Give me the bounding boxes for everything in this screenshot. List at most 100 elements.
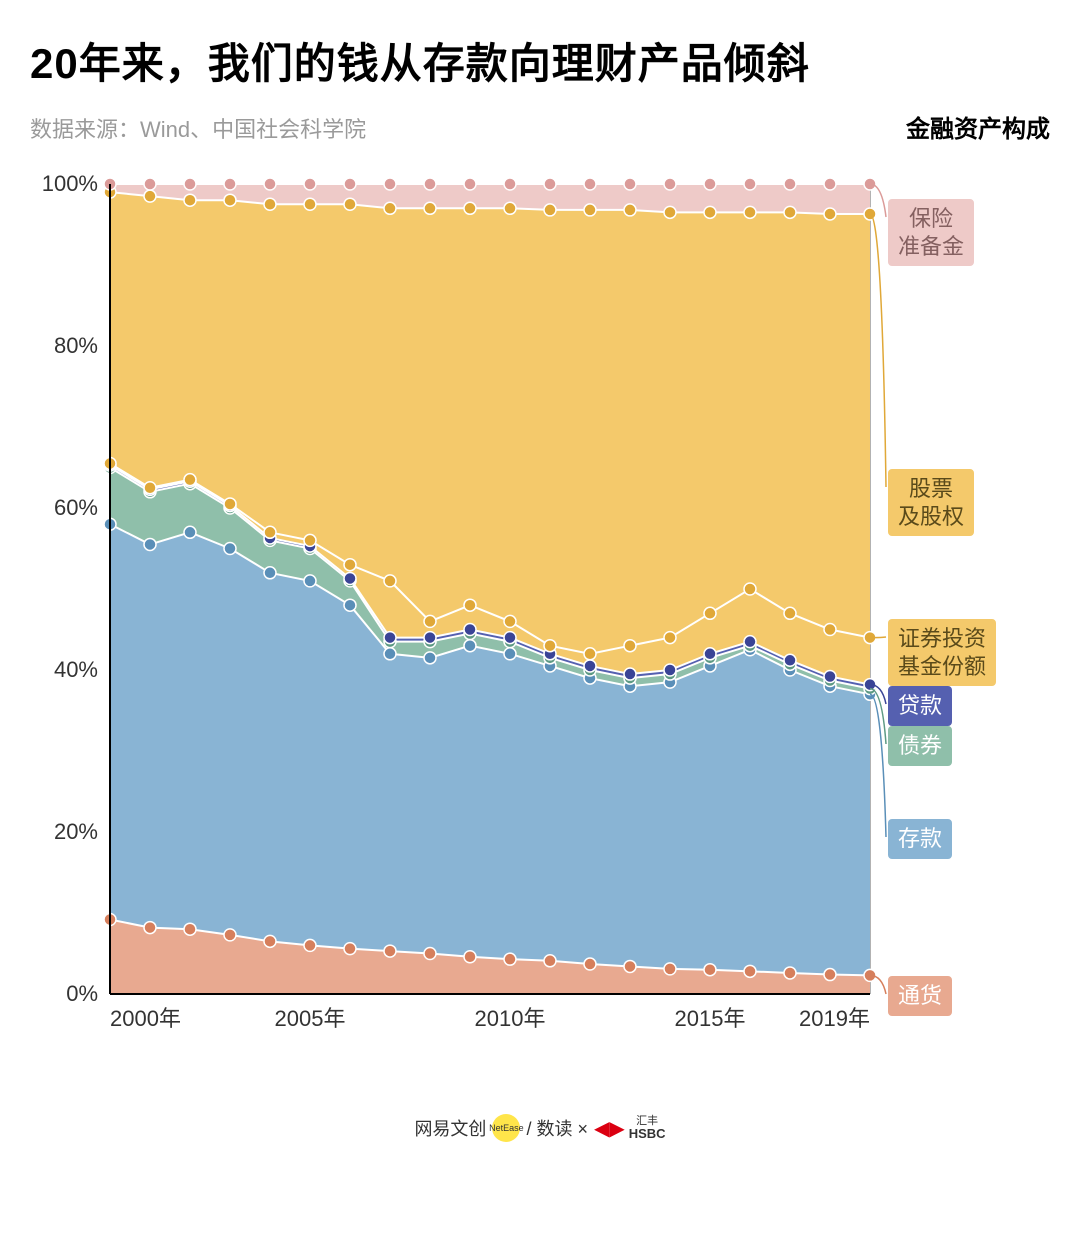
marker-loan (624, 668, 636, 680)
marker-fund (304, 534, 316, 546)
marker-insurance (784, 178, 796, 190)
marker-deposit (264, 567, 276, 579)
marker-equity (304, 198, 316, 210)
marker-currency (264, 935, 276, 947)
marker-insurance (504, 178, 516, 190)
legend-deposit: 存款 (888, 819, 952, 859)
legend-connector (870, 694, 886, 837)
x-tick-label: 2010年 (475, 1006, 546, 1031)
marker-deposit (504, 648, 516, 660)
marker-currency (184, 923, 196, 935)
marker-equity (544, 204, 556, 216)
marker-equity (504, 202, 516, 214)
chart-area: 0%20%40%60%80%100%2000年2005年2010年2015年20… (30, 164, 1050, 1089)
marker-insurance (344, 178, 356, 190)
marker-insurance (184, 178, 196, 190)
marker-insurance (224, 178, 236, 190)
marker-fund (784, 607, 796, 619)
marker-equity (424, 202, 436, 214)
hsbc-icon: ◀▶ (594, 1116, 625, 1141)
y-tick-label: 80% (54, 333, 98, 358)
marker-fund (184, 474, 196, 486)
marker-fund (224, 498, 236, 510)
marker-equity (184, 194, 196, 206)
marker-equity (144, 190, 156, 202)
marker-currency (464, 951, 476, 963)
legend-connector (870, 637, 886, 638)
marker-loan (344, 572, 356, 584)
marker-fund (824, 624, 836, 636)
marker-fund (624, 640, 636, 652)
marker-loan (504, 632, 516, 644)
marker-loan (424, 632, 436, 644)
footer-middle: / 数读 × (526, 1115, 588, 1141)
marker-loan (744, 636, 756, 648)
marker-equity (344, 198, 356, 210)
legend-connector (870, 214, 886, 487)
marker-currency (144, 922, 156, 934)
marker-deposit (304, 575, 316, 587)
marker-currency (424, 948, 436, 960)
marker-insurance (584, 178, 596, 190)
marker-currency (704, 964, 716, 976)
marker-fund (464, 599, 476, 611)
marker-insurance (264, 178, 276, 190)
marker-equity (784, 206, 796, 218)
legend-loan: 贷款 (888, 686, 952, 726)
hsbc-en: HSBC (629, 1127, 666, 1140)
marker-equity (384, 202, 396, 214)
marker-equity (264, 198, 276, 210)
marker-insurance (664, 178, 676, 190)
marker-loan (664, 664, 676, 676)
chart-subtitle: 金融资产构成 (906, 109, 1050, 144)
marker-deposit (144, 538, 156, 550)
marker-equity (584, 204, 596, 216)
marker-insurance (704, 178, 716, 190)
marker-currency (744, 965, 756, 977)
marker-insurance (304, 178, 316, 190)
marker-equity (704, 206, 716, 218)
marker-loan (384, 632, 396, 644)
marker-equity (664, 206, 676, 218)
marker-fund (264, 526, 276, 538)
marker-currency (824, 969, 836, 981)
x-tick-label: 2015年 (675, 1006, 746, 1031)
netease-icon: NetEase (492, 1114, 520, 1142)
marker-insurance (824, 178, 836, 190)
marker-loan (584, 660, 596, 672)
marker-deposit (384, 648, 396, 660)
marker-fund (424, 615, 436, 627)
marker-currency (224, 929, 236, 941)
marker-insurance (744, 178, 756, 190)
legend-insurance: 保险 准备金 (888, 199, 974, 266)
y-tick-label: 40% (54, 657, 98, 682)
legend-equity: 股票 及股权 (888, 469, 974, 536)
marker-insurance (544, 178, 556, 190)
marker-deposit (184, 526, 196, 538)
marker-loan (464, 624, 476, 636)
y-tick-label: 0% (66, 981, 98, 1006)
marker-deposit (224, 543, 236, 555)
marker-equity (744, 206, 756, 218)
legend-currency: 通货 (888, 976, 952, 1016)
marker-currency (504, 953, 516, 965)
marker-insurance (144, 178, 156, 190)
marker-fund (144, 482, 156, 494)
marker-deposit (344, 599, 356, 611)
marker-currency (344, 943, 356, 955)
y-tick-label: 60% (54, 495, 98, 520)
x-tick-label: 2005年 (275, 1006, 346, 1031)
marker-fund (664, 632, 676, 644)
marker-insurance (624, 178, 636, 190)
marker-fund (344, 559, 356, 571)
marker-fund (704, 607, 716, 619)
marker-equity (624, 204, 636, 216)
marker-equity (824, 208, 836, 220)
marker-loan (824, 670, 836, 682)
marker-fund (384, 575, 396, 587)
marker-currency (584, 958, 596, 970)
marker-currency (304, 939, 316, 951)
marker-currency (784, 967, 796, 979)
marker-insurance (464, 178, 476, 190)
marker-insurance (384, 178, 396, 190)
